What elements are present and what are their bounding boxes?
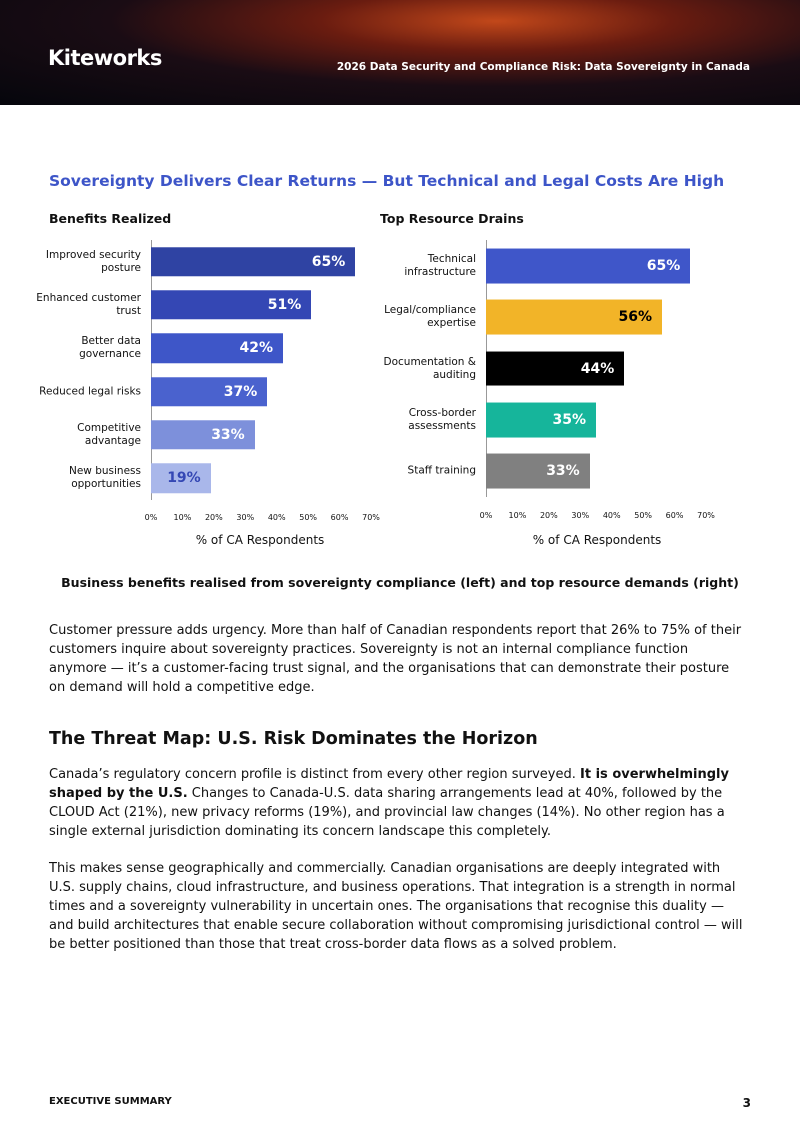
bar [486,402,596,438]
bar [151,376,268,407]
category-label: Cross-border assessments [408,406,476,432]
category-label: Reduced legal risks [39,385,141,398]
text: Changes to Canada-U.S. data sharing arra… [49,786,725,839]
x-tick-label: 40% [602,511,621,520]
bar [486,248,691,284]
bar [486,299,662,335]
x-tick-label: 10% [508,511,527,520]
value-label: 44% [580,360,615,377]
footer-label: EXECUTIVE SUMMARY [49,1096,172,1107]
header-title: 2026 Data Security and Compliance Risk: … [336,61,750,73]
x-tick-label: 70% [362,513,380,522]
x-tick-label: 10% [173,513,192,522]
chart-title: Benefits Realized [49,211,172,226]
value-label: 33% [211,427,245,443]
x-tick-label: 20% [539,511,558,520]
x-tick-label: 0% [479,511,493,520]
x-tick-label: 0% [144,513,158,522]
section-title: The Threat Map: U.S. Risk Dominates the … [49,729,538,749]
category-label: Competitive advantage [77,422,141,447]
x-axis-label: % of CA Respondents [532,533,662,547]
category-label: Better data governance [79,335,141,361]
x-tick-label: 30% [236,513,255,522]
x-tick-label: 60% [665,511,684,520]
x-tick-label: 60% [330,513,349,522]
bar [151,420,255,450]
logo: Kiteworks [48,46,162,70]
header-banner [0,0,800,105]
chart-title: Top Resource Drains [380,211,524,226]
category-label: Staff training [407,464,476,477]
bar [151,333,283,364]
value-label: 33% [546,463,580,480]
bold-text: It is overwhelmingly shaped by the U.S. [49,767,729,801]
bar [151,246,356,277]
paragraph: Canada’s regulatory concern profile is d… [49,765,749,841]
page-number: 3 [742,1096,751,1110]
x-tick-label: 50% [299,513,318,522]
x-tick-label: 40% [267,513,286,522]
bar [151,463,211,494]
category-label: Technical infrastructure [404,252,476,278]
value-label: 42% [239,340,273,357]
category-label: Legal/compliance expertise [384,304,476,330]
x-tick-label: 30% [571,511,590,520]
x-tick-label: 70% [697,511,715,520]
value-label: 51% [267,297,302,313]
bar [486,351,625,386]
value-label: 37% [223,383,258,400]
category-label: Enhanced customer trust [36,292,141,317]
axis-line [151,240,152,500]
value-label: 56% [618,309,652,326]
caption: Business benefits realised from sovereig… [61,575,739,590]
category-label: Documentation & auditing [383,355,476,381]
figure-title: Sovereignty Delivers Clear Returns — But… [49,172,725,190]
x-axis-label: % of CA Respondents [195,533,325,547]
category-label: Improved security posture [45,248,141,274]
text: This makes sense geographically and comm… [49,861,743,952]
paragraph: This makes sense geographically and comm… [49,859,749,954]
bar [151,290,312,320]
x-tick-label: 20% [204,513,223,522]
value-label: 19% [167,470,201,487]
value-label: 65% [646,257,681,274]
paragraph: Customer pressure adds urgency. More tha… [49,623,742,695]
value-label: 35% [552,411,586,428]
text: Canada’s regulatory concern profile is d… [49,767,581,782]
value-label: 65% [311,253,346,270]
category-label: New business opportunities [68,465,141,491]
x-tick-label: 50% [634,511,653,520]
bar [486,453,590,489]
